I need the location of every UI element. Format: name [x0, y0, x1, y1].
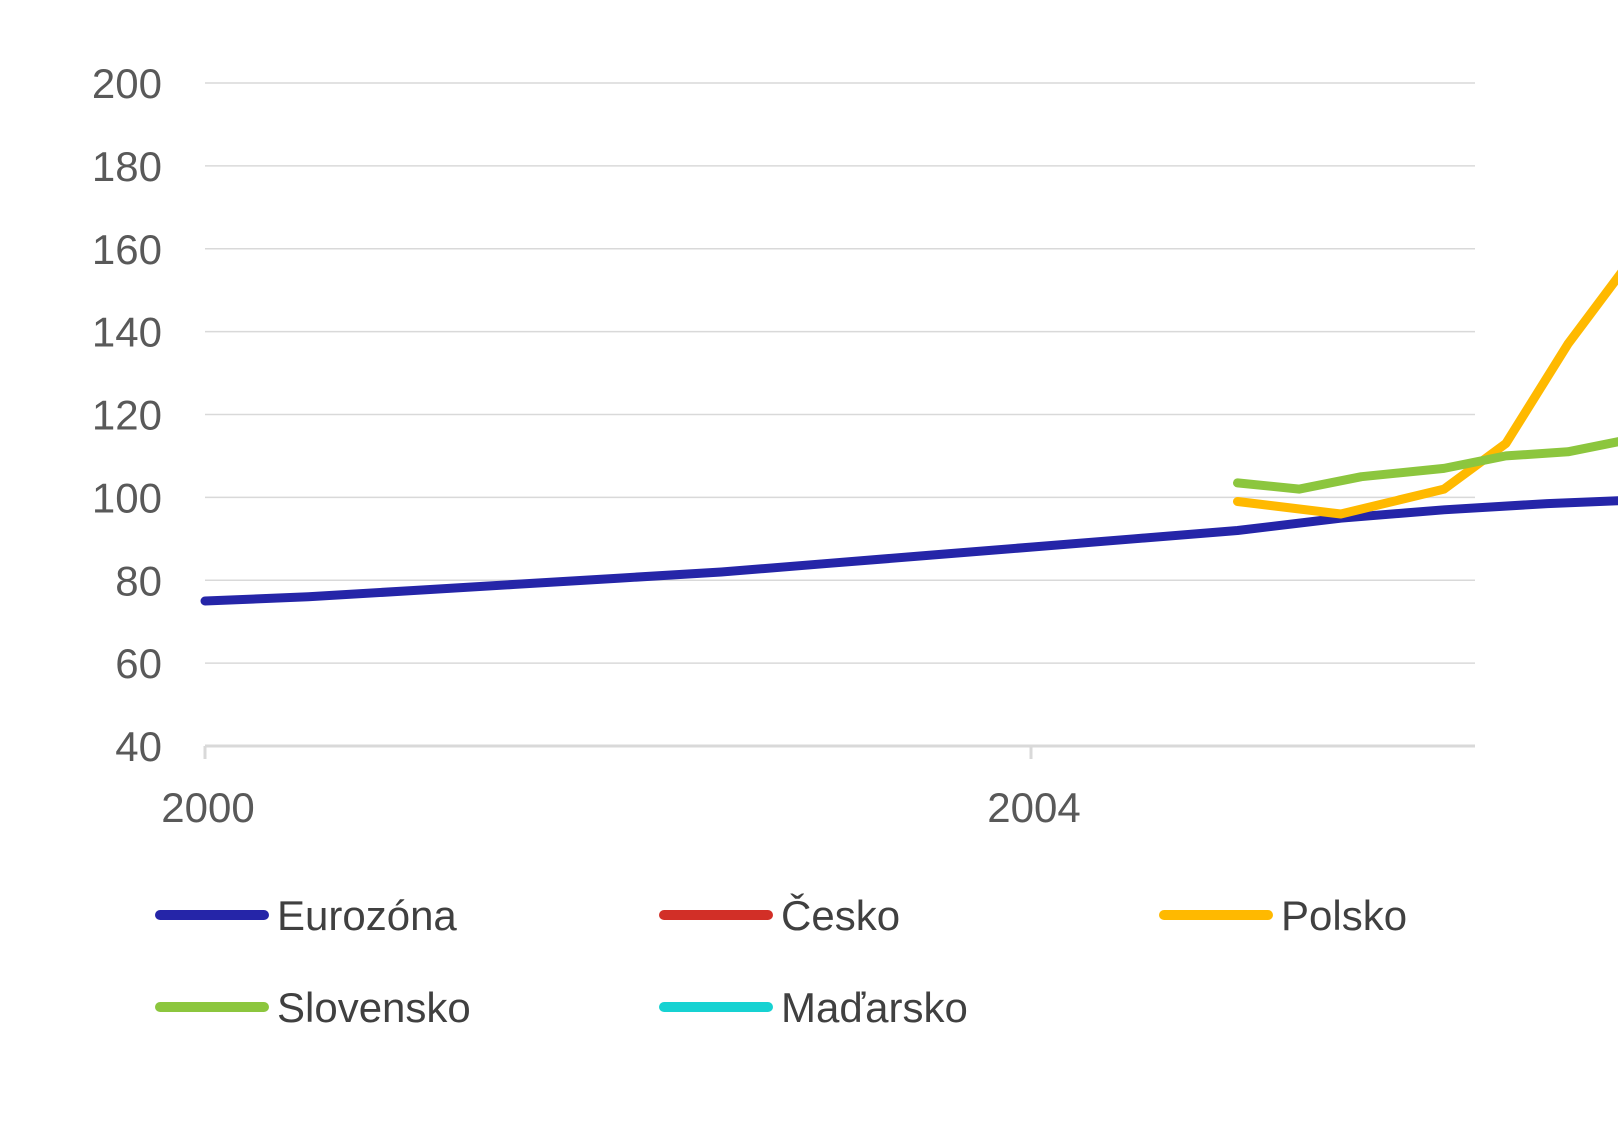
x-tick-label-2004: 2004	[987, 784, 1080, 831]
legend-item-polsko: Polsko	[1159, 892, 1407, 939]
legend-item-slovensko: Slovensko	[155, 984, 471, 1031]
y-tick-label-80: 80	[115, 557, 162, 604]
y-tick-label-40: 40	[115, 723, 162, 770]
y-tick-label-60: 60	[115, 640, 162, 687]
grid-lines	[205, 82, 1475, 664]
legend-item-cesko: Česko	[659, 892, 900, 939]
x-tick-label-2000: 2000	[161, 784, 254, 831]
y-tick-label-180: 180	[92, 143, 162, 190]
y-axis: 40 60 80 100 120 140 160 180 200	[92, 60, 162, 770]
y-tick-label-120: 120	[92, 392, 162, 439]
legend: Eurozóna Česko Polsko Slovensko Maďarsko	[155, 892, 1407, 1031]
y-tick-label-160: 160	[92, 226, 162, 273]
legend-label-slovensko: Slovensko	[277, 984, 471, 1031]
y-tick-label-140: 140	[92, 309, 162, 356]
legend-item-madarsko: Maďarsko	[659, 984, 968, 1031]
series-lines	[200, 269, 1618, 606]
legend-label-cesko: Česko	[781, 892, 900, 939]
x-axis: 2000200420082012201620202024	[161, 744, 1475, 831]
legend-item-eurozona: Eurozóna	[155, 892, 457, 939]
series-line-slovensko	[1233, 437, 1618, 494]
legend-label-polsko: Polsko	[1281, 892, 1407, 939]
legend-label-eurozona: Eurozóna	[277, 892, 457, 939]
series-line-polsko	[1233, 269, 1618, 519]
series-line-eurozona	[200, 496, 1618, 606]
y-tick-label-100: 100	[92, 474, 162, 521]
y-tick-label-200: 200	[92, 60, 162, 107]
legend-label-madarsko: Maďarsko	[781, 984, 968, 1031]
